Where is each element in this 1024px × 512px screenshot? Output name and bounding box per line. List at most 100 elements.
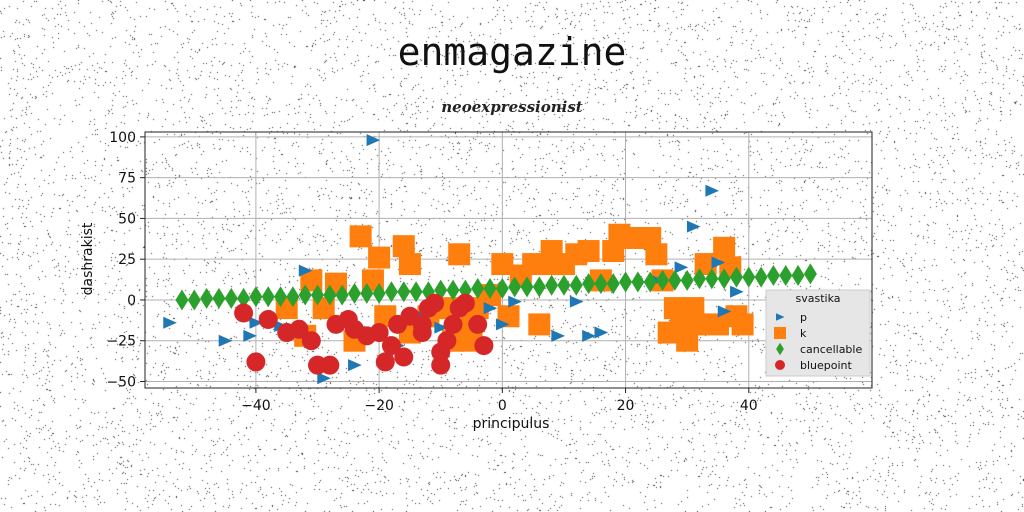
data-point-k xyxy=(645,243,668,266)
legend: svastika pk cancellable bluepoint xyxy=(765,289,871,377)
data-point-p xyxy=(249,316,264,329)
data-point-bluepoint xyxy=(431,355,451,375)
axes-frame xyxy=(144,131,873,389)
data-point-cancellable xyxy=(286,286,300,308)
data-point-cancellable xyxy=(754,266,768,288)
data-point-k xyxy=(368,246,391,269)
data-point-cancellable xyxy=(446,279,460,301)
data-point-k xyxy=(392,235,415,258)
data-point-cancellable xyxy=(557,274,571,296)
data-point-k xyxy=(713,236,736,259)
data-point-p xyxy=(348,359,362,372)
data-point-p xyxy=(582,329,596,342)
data-point-bluepoint xyxy=(443,314,463,334)
data-point-p xyxy=(569,295,584,308)
data-point-k xyxy=(522,253,545,276)
data-point-cancellable xyxy=(224,287,238,309)
data-point-cancellable xyxy=(766,264,780,286)
legend-label-k: k xyxy=(800,327,807,340)
data-point-p xyxy=(711,256,726,269)
data-point-cancellable xyxy=(569,274,583,296)
legend-label-bluepoint: bluepoint xyxy=(800,359,853,372)
data-point-k xyxy=(528,313,551,336)
data-point-bluepoint xyxy=(301,331,321,351)
data-point-cancellable xyxy=(471,278,485,300)
data-point-bluepoint xyxy=(246,352,266,372)
data-point-bluepoint xyxy=(437,331,457,351)
data-point-p xyxy=(686,220,701,233)
data-point-cancellable xyxy=(212,287,226,309)
data-point-cancellable xyxy=(175,289,189,311)
data-point-p xyxy=(298,264,313,277)
y-tick-label: 0 xyxy=(127,293,136,309)
data-point-cancellable xyxy=(680,269,694,291)
data-point-bluepoint xyxy=(289,319,309,339)
legend-marker-p xyxy=(776,313,785,321)
data-point-cancellable xyxy=(483,278,497,300)
data-point-cancellable xyxy=(729,266,743,288)
data-point-cancellable xyxy=(274,286,288,308)
data-point-cancellable xyxy=(335,284,349,306)
data-point-cancellable xyxy=(717,268,731,290)
legend-marker-k xyxy=(774,327,786,339)
data-point-p xyxy=(674,261,689,274)
legend-marker-bluepoint xyxy=(775,360,785,370)
data-point-cancellable xyxy=(520,276,534,298)
data-point-cancellable xyxy=(668,269,682,291)
data-point-bluepoint xyxy=(425,293,445,313)
data-point-bluepoint xyxy=(258,310,278,330)
data-point-k xyxy=(731,313,754,336)
data-point-p xyxy=(551,329,565,342)
data-point-cancellable xyxy=(495,278,509,300)
data-point-p xyxy=(495,318,510,331)
data-point-p xyxy=(483,302,498,315)
x-axis-label: principulus xyxy=(473,416,550,432)
data-point-p xyxy=(163,316,177,329)
data-point-cancellable xyxy=(298,284,312,306)
y-tick-label: 50 xyxy=(118,211,136,227)
data-point-cancellable xyxy=(409,281,423,303)
x-tick-label: −40 xyxy=(241,398,271,414)
data-point-k xyxy=(398,253,421,276)
data-point-bluepoint xyxy=(394,347,414,367)
chart-subtitle: neoexpressionist xyxy=(441,98,583,116)
data-point-p xyxy=(705,184,720,197)
x-tick-label: 40 xyxy=(740,398,758,414)
x-tick-label: 0 xyxy=(498,398,507,414)
data-point-cancellable xyxy=(656,269,670,291)
data-point-cancellable xyxy=(705,268,719,290)
data-point-k xyxy=(577,240,600,263)
data-point-cancellable xyxy=(347,282,361,304)
tick-labels: −40 −20 0 20 40 −50 −25 0 25 50 75 100 xyxy=(106,130,757,414)
data-point-cancellable xyxy=(779,264,793,286)
data-point-cancellable xyxy=(311,284,325,306)
y-tick-label: 100 xyxy=(109,130,136,146)
data-point-cancellable xyxy=(200,287,214,309)
data-point-cancellable xyxy=(261,286,275,308)
data-point-cancellable xyxy=(508,276,522,298)
data-point-p xyxy=(243,329,257,342)
y-tick-label: 75 xyxy=(118,171,136,187)
data-point-bluepoint xyxy=(474,336,494,356)
data-point-bluepoint xyxy=(375,352,395,372)
data-point-cancellable xyxy=(791,264,805,286)
data-point-bluepoint xyxy=(369,323,389,343)
data-point-cancellable xyxy=(619,271,633,293)
data-point-k xyxy=(349,225,372,248)
data-point-k xyxy=(620,226,643,249)
data-point-p xyxy=(508,295,522,308)
data-point-cancellable xyxy=(692,268,706,290)
data-point-bluepoint xyxy=(320,355,340,375)
data-point-cancellable xyxy=(323,284,337,306)
data-point-bluepoint xyxy=(381,336,401,356)
data-point-k xyxy=(448,243,471,266)
data-point-cancellable xyxy=(803,263,817,285)
data-point-cancellable xyxy=(360,282,374,304)
legend-label-p: p xyxy=(800,311,807,324)
data-point-cancellable xyxy=(643,271,657,293)
legend-marker-cancellable xyxy=(776,342,784,356)
data-point-k xyxy=(688,313,711,336)
data-point-cancellable xyxy=(582,273,596,295)
data-point-bluepoint xyxy=(412,314,432,334)
